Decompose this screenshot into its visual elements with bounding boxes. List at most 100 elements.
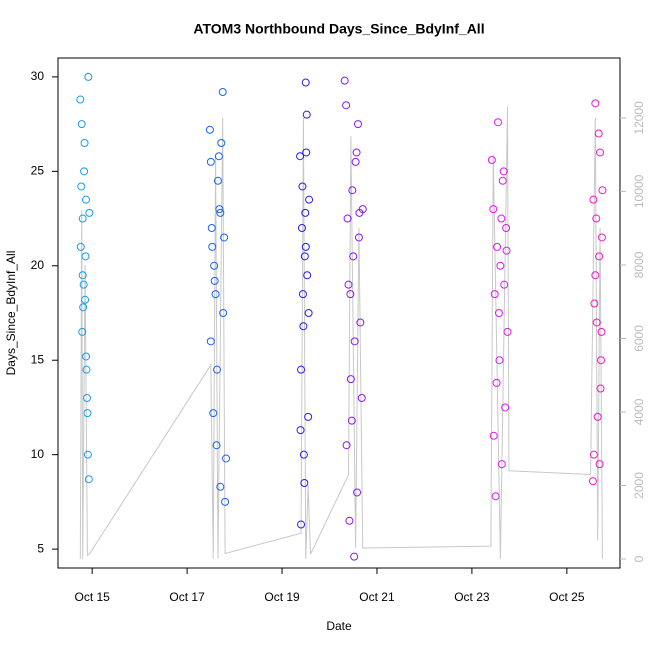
point <box>216 482 225 491</box>
point <box>302 110 311 119</box>
point <box>213 176 222 185</box>
point <box>589 450 598 459</box>
point <box>589 195 598 204</box>
y-tick-label: 15 <box>31 352 45 366</box>
point <box>296 152 305 161</box>
point <box>221 497 230 506</box>
point <box>588 477 597 486</box>
point <box>206 337 215 346</box>
point <box>591 99 600 108</box>
point <box>299 450 308 459</box>
x-tick-label: Oct 19 <box>264 590 300 604</box>
y2-tick-label: 12000 <box>632 101 646 135</box>
point <box>211 290 220 299</box>
point <box>492 378 501 387</box>
point <box>502 246 511 255</box>
plot-frame <box>57 57 621 569</box>
point <box>348 186 357 195</box>
x-tick-label: Oct 25 <box>549 590 585 604</box>
point <box>356 318 365 327</box>
point <box>595 460 604 469</box>
point <box>353 120 362 129</box>
point <box>297 224 306 232</box>
point <box>500 280 509 289</box>
point <box>81 295 90 304</box>
point <box>597 356 606 365</box>
point <box>596 148 605 157</box>
point <box>591 271 600 280</box>
point <box>487 156 496 164</box>
point <box>489 431 498 440</box>
point <box>77 182 86 191</box>
point <box>205 125 214 134</box>
point <box>351 157 360 166</box>
point <box>220 233 229 242</box>
point <box>82 365 91 374</box>
point <box>592 214 601 223</box>
point <box>342 101 351 110</box>
point <box>497 460 506 469</box>
point <box>76 242 85 251</box>
point <box>76 95 85 104</box>
x-tick-label: Oct 17 <box>169 590 205 604</box>
point <box>81 252 90 261</box>
point <box>212 441 221 450</box>
point <box>344 280 353 289</box>
point <box>343 214 352 223</box>
point <box>490 290 499 299</box>
point <box>489 205 498 214</box>
x-tick-label: Oct 23 <box>454 590 490 604</box>
point <box>80 139 89 147</box>
point <box>84 475 93 484</box>
point <box>493 242 502 251</box>
y2-tick-label: 2000 <box>632 472 646 499</box>
point <box>499 167 508 176</box>
point <box>219 309 228 317</box>
point <box>83 450 92 459</box>
y2-tick-label: 4000 <box>632 398 646 425</box>
x-axis-label: Date <box>326 619 352 633</box>
point <box>593 412 602 421</box>
point <box>83 409 92 418</box>
point <box>498 176 507 185</box>
y-tick-label: 30 <box>31 69 45 83</box>
y2-tick-label: 8000 <box>632 251 646 278</box>
point <box>300 479 309 487</box>
point <box>302 148 311 157</box>
point <box>215 205 224 214</box>
point <box>491 492 500 501</box>
y-tick-label: 20 <box>31 258 45 272</box>
point <box>78 327 87 336</box>
point <box>297 365 306 374</box>
point <box>82 352 91 361</box>
point <box>495 356 504 365</box>
point <box>349 252 358 261</box>
point <box>357 394 366 402</box>
point <box>210 276 219 285</box>
point <box>206 157 215 166</box>
point <box>297 520 306 529</box>
point <box>216 208 225 217</box>
point <box>497 214 506 223</box>
point <box>494 118 503 127</box>
line <box>79 106 603 560</box>
y2-tick-label: 6000 <box>632 325 646 352</box>
point <box>82 394 91 402</box>
point <box>301 208 310 217</box>
point <box>82 195 91 204</box>
y-tick-label: 25 <box>31 164 45 178</box>
point <box>353 488 362 497</box>
point <box>346 375 355 384</box>
point <box>597 327 606 336</box>
point <box>213 365 222 374</box>
point <box>502 224 511 232</box>
point <box>598 186 607 195</box>
point <box>342 441 351 450</box>
y2-tick-label: 10000 <box>632 174 646 208</box>
point <box>80 167 89 176</box>
point <box>296 426 305 435</box>
x-tick-label: Oct 21 <box>359 590 395 604</box>
point <box>299 322 308 331</box>
point <box>596 384 605 393</box>
